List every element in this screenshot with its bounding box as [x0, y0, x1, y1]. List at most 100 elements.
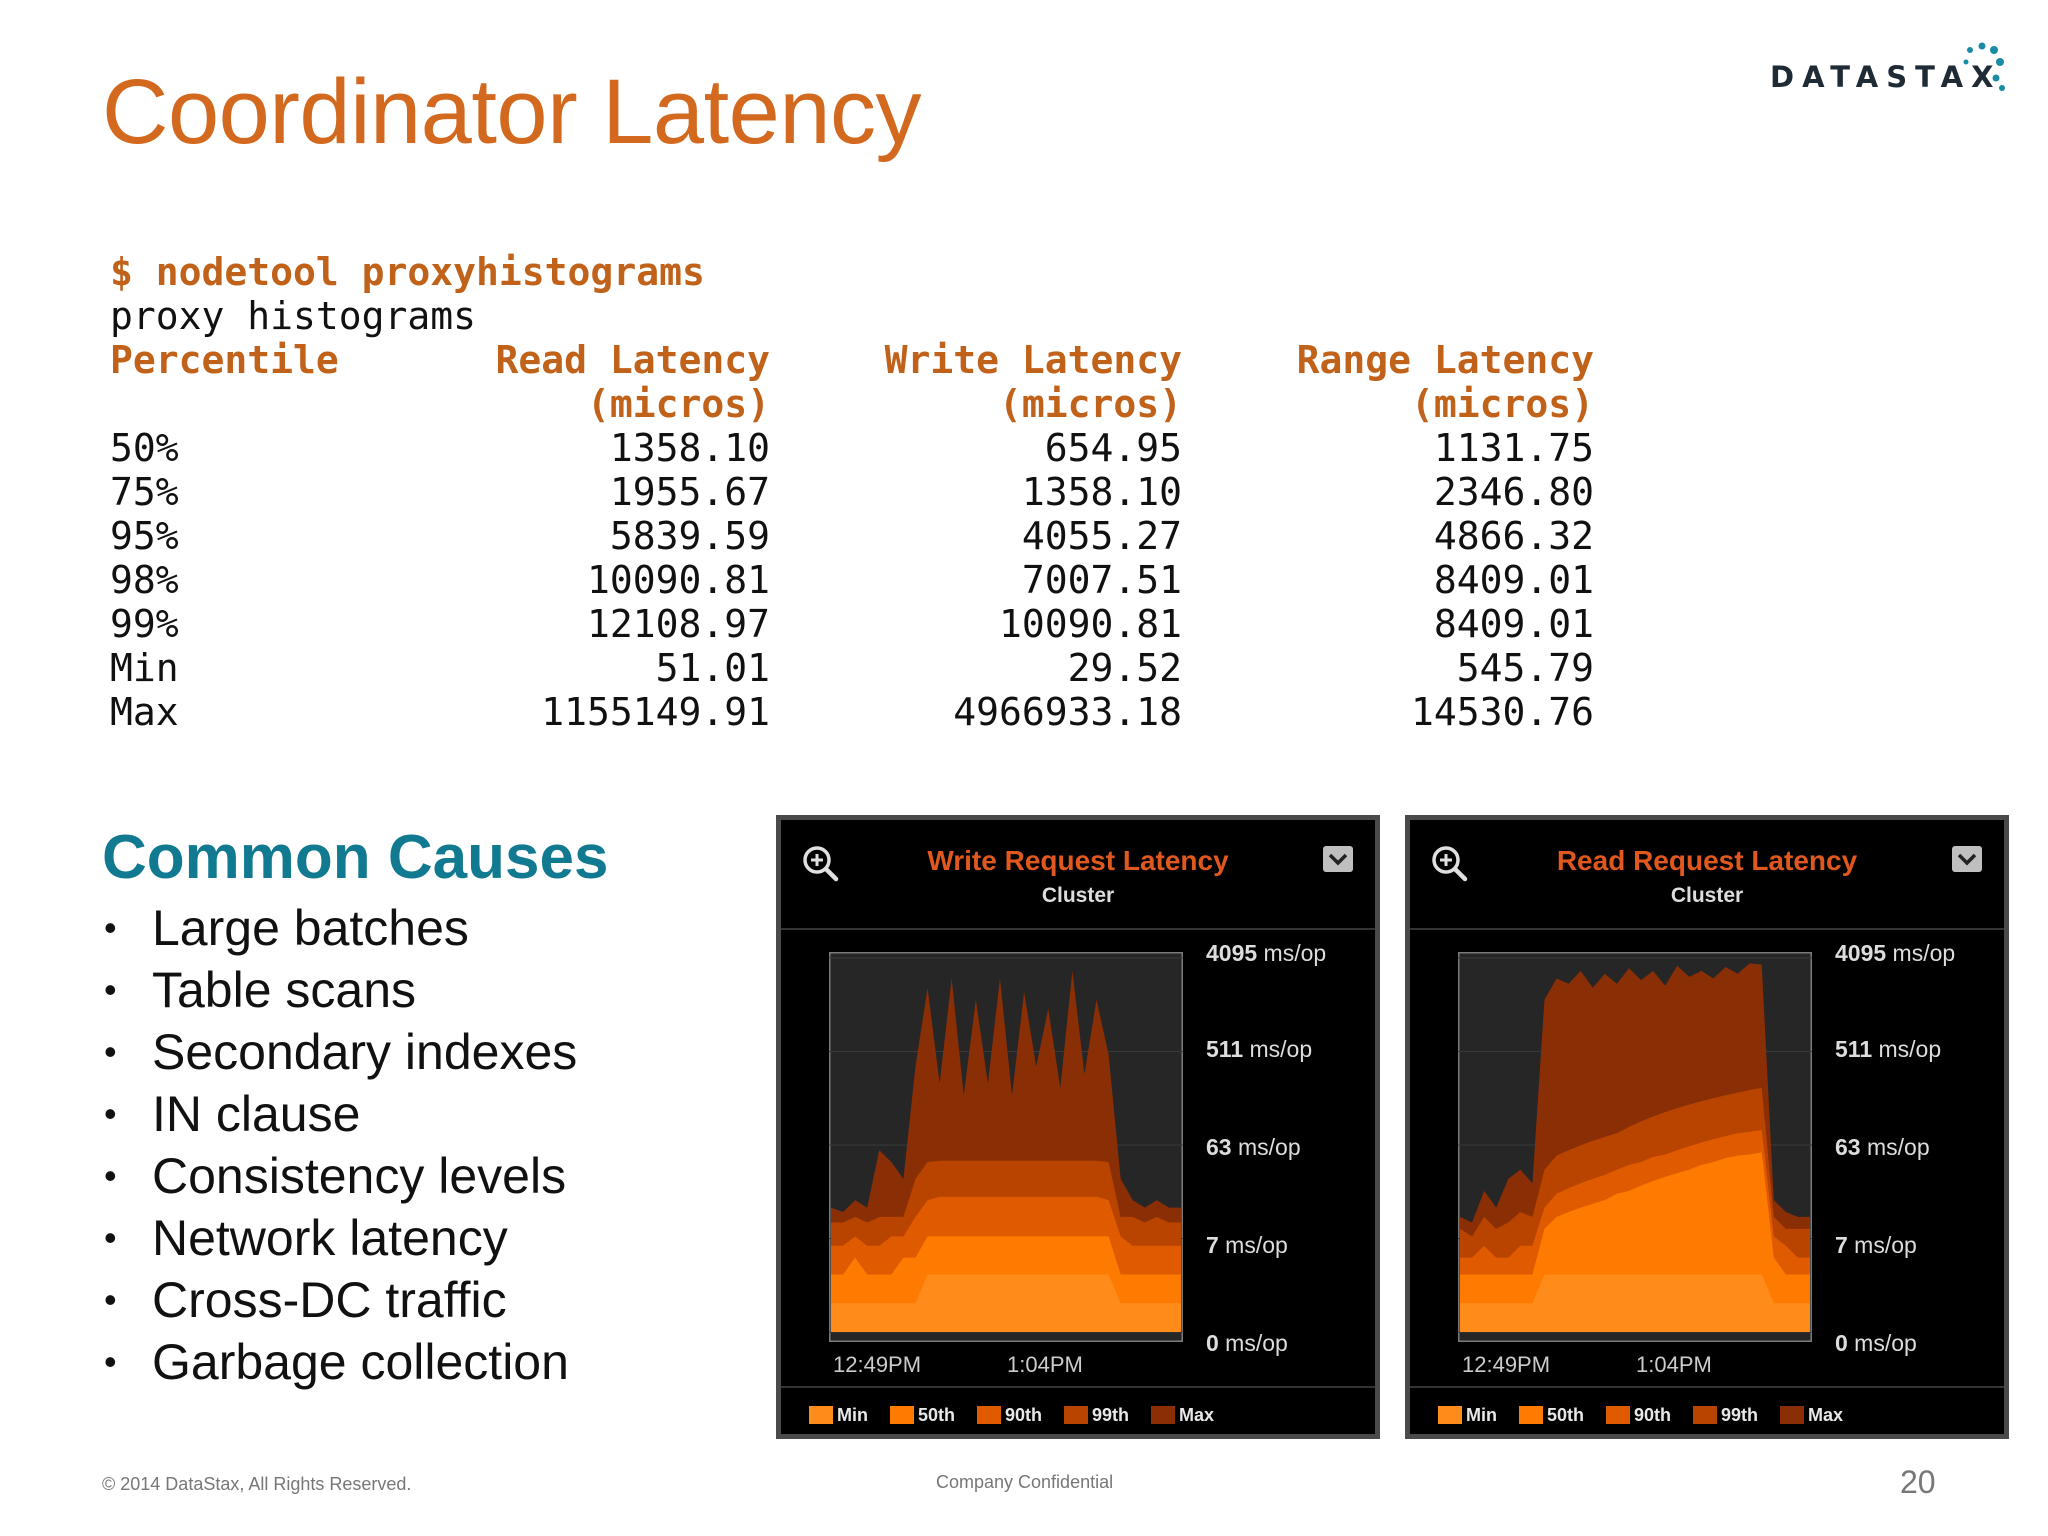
- cause-text: Network latency: [152, 1210, 508, 1266]
- cause-item: • Network latency: [102, 1207, 577, 1269]
- row-label: Max: [110, 690, 179, 734]
- write-latency-panel: Write Request Latency Cluster 4095 ms/op 51…: [776, 815, 1380, 1439]
- latency-area-chart: [829, 952, 1183, 1342]
- zoom-in-icon[interactable]: [801, 844, 841, 889]
- legend-item[interactable]: 99th: [1064, 1405, 1129, 1426]
- legend-swatch: [1064, 1406, 1089, 1424]
- y-axis-value: 63: [1835, 1134, 1861, 1160]
- datastax-logo: DATASTAX: [1770, 40, 2010, 100]
- table-cell: 10090.81: [998, 602, 1182, 646]
- y-axis-unit: ms/op: [1860, 1134, 1930, 1160]
- zoom-in-icon[interactable]: [1430, 844, 1470, 889]
- table-cell: 1955.67: [609, 470, 770, 514]
- table-cell: 4866.32: [1433, 514, 1594, 558]
- y-axis-label: 7 ms/op: [1835, 1232, 1917, 1259]
- table-cell: 5839.59: [609, 514, 770, 558]
- logo-dots-icon: [1963, 42, 2005, 91]
- panel-title: Read Request Latency: [1556, 845, 1858, 876]
- legend-swatch: [1693, 1406, 1718, 1424]
- cause-item: • Secondary indexes: [102, 1021, 577, 1083]
- legend-item[interactable]: 99th: [1693, 1405, 1758, 1426]
- y-axis-unit: ms/op: [1886, 940, 1956, 966]
- y-axis-unit: ms/op: [1218, 1232, 1288, 1258]
- table-cell: 14530.76: [1410, 690, 1594, 734]
- y-axis-label: 511 ms/op: [1835, 1036, 1941, 1063]
- legend-label: 90th: [1005, 1404, 1043, 1425]
- legend-label: Max: [1808, 1404, 1844, 1425]
- legend-item[interactable]: Max: [1151, 1405, 1214, 1426]
- y-axis-label: 63 ms/op: [1835, 1134, 1930, 1161]
- histogram-table: Percentile Read Latency Write Latency Range…: [110, 338, 1594, 734]
- bullet-icon: •: [104, 1031, 117, 1072]
- legend-item[interactable]: Min: [809, 1405, 868, 1426]
- chart-legend: Min 50th 90th 99th Max: [1438, 1400, 1843, 1430]
- table-cell: 1358.10: [609, 426, 770, 470]
- logo-text: DATASTAX: [1770, 60, 2002, 94]
- table-cell: 29.52: [1067, 646, 1182, 690]
- cause-text: Large batches: [152, 900, 469, 956]
- legend-item[interactable]: 90th: [977, 1405, 1042, 1426]
- legend-swatch: [890, 1406, 914, 1424]
- legend-label: 99th: [1721, 1404, 1759, 1425]
- y-axis-value: 7: [1835, 1232, 1848, 1258]
- series-min-area: [831, 1274, 1181, 1332]
- table-cell: 1358.10: [1021, 470, 1182, 514]
- row-label: 98%: [110, 558, 179, 602]
- row-label: 50%: [110, 426, 179, 470]
- terminal-command: $ nodetool proxyhistograms: [110, 250, 705, 294]
- x-axis-label: 12:49PM: [833, 1352, 922, 1377]
- y-axis-label: 7 ms/op: [1206, 1232, 1288, 1259]
- column-unit: (micros): [998, 382, 1182, 426]
- column-header: Range Latency: [1296, 338, 1594, 382]
- y-axis-unit: ms/op: [1231, 1134, 1301, 1160]
- cause-item: • Consistency levels: [102, 1145, 577, 1207]
- cause-item: • Table scans: [102, 959, 577, 1021]
- legend-swatch: [977, 1406, 1002, 1424]
- legend-label: Min: [837, 1404, 868, 1425]
- y-axis-unit: ms/op: [1872, 1036, 1942, 1062]
- bullet-icon: •: [104, 1093, 117, 1134]
- y-axis-value: 7: [1206, 1232, 1219, 1258]
- cause-item: • Garbage collection: [102, 1331, 577, 1393]
- chevron-down-icon[interactable]: [1323, 846, 1353, 872]
- series-min-area: [1460, 1274, 1810, 1332]
- table-cell: 4055.27: [1021, 514, 1182, 558]
- legend-label: Max: [1179, 1404, 1215, 1425]
- table-cell: 4966933.18: [953, 690, 1182, 734]
- cause-item: • Cross-DC traffic: [102, 1269, 577, 1331]
- legend-item[interactable]: 50th: [890, 1405, 955, 1426]
- legend-swatch: [1438, 1406, 1462, 1424]
- column-unit: (micros): [586, 382, 770, 426]
- x-axis-label: 1:04PM: [1636, 1352, 1712, 1377]
- table-cell: 10090.81: [586, 558, 770, 602]
- column-unit: (micros): [1410, 382, 1594, 426]
- panel-divider: [781, 1386, 1375, 1388]
- legend-item[interactable]: 50th: [1519, 1405, 1584, 1426]
- table-cell: 545.79: [1456, 646, 1594, 690]
- bullet-icon: •: [104, 1341, 117, 1382]
- y-axis-value: 0: [1835, 1330, 1848, 1356]
- y-axis-value: 4095: [1835, 940, 1887, 966]
- y-axis-value: 0: [1206, 1330, 1219, 1356]
- legend-swatch: [809, 1406, 833, 1424]
- panel-subtitle: Cluster: [1670, 884, 1744, 907]
- legend-label: Min: [1466, 1404, 1497, 1425]
- legend-item[interactable]: 90th: [1606, 1405, 1671, 1426]
- table-cell: 8409.01: [1433, 602, 1594, 646]
- legend-item[interactable]: Min: [1438, 1405, 1497, 1426]
- footer-copyright: © 2014 DataStax, All Rights Reserved.: [102, 1474, 412, 1494]
- y-axis-value: 511: [1206, 1036, 1244, 1062]
- panel-title: Write Request Latency: [927, 845, 1229, 876]
- table-cell: 2346.80: [1433, 470, 1594, 514]
- table-cell: 1131.75: [1433, 426, 1594, 470]
- terminal-output: $ nodetool proxyhistograms proxy histogr…: [110, 250, 1594, 734]
- page-number: 20: [1900, 1464, 1936, 1500]
- legend-item[interactable]: Max: [1780, 1405, 1843, 1426]
- chevron-down-icon[interactable]: [1952, 846, 1982, 872]
- row-label: 95%: [110, 514, 179, 558]
- causes-title: Common Causes: [102, 823, 609, 892]
- y-axis-value: 4095: [1206, 940, 1258, 966]
- y-axis-label: 4095 ms/op: [1206, 940, 1326, 967]
- read-latency-panel: Read Request Latency Cluster 4095 ms/op 511…: [1405, 815, 2009, 1439]
